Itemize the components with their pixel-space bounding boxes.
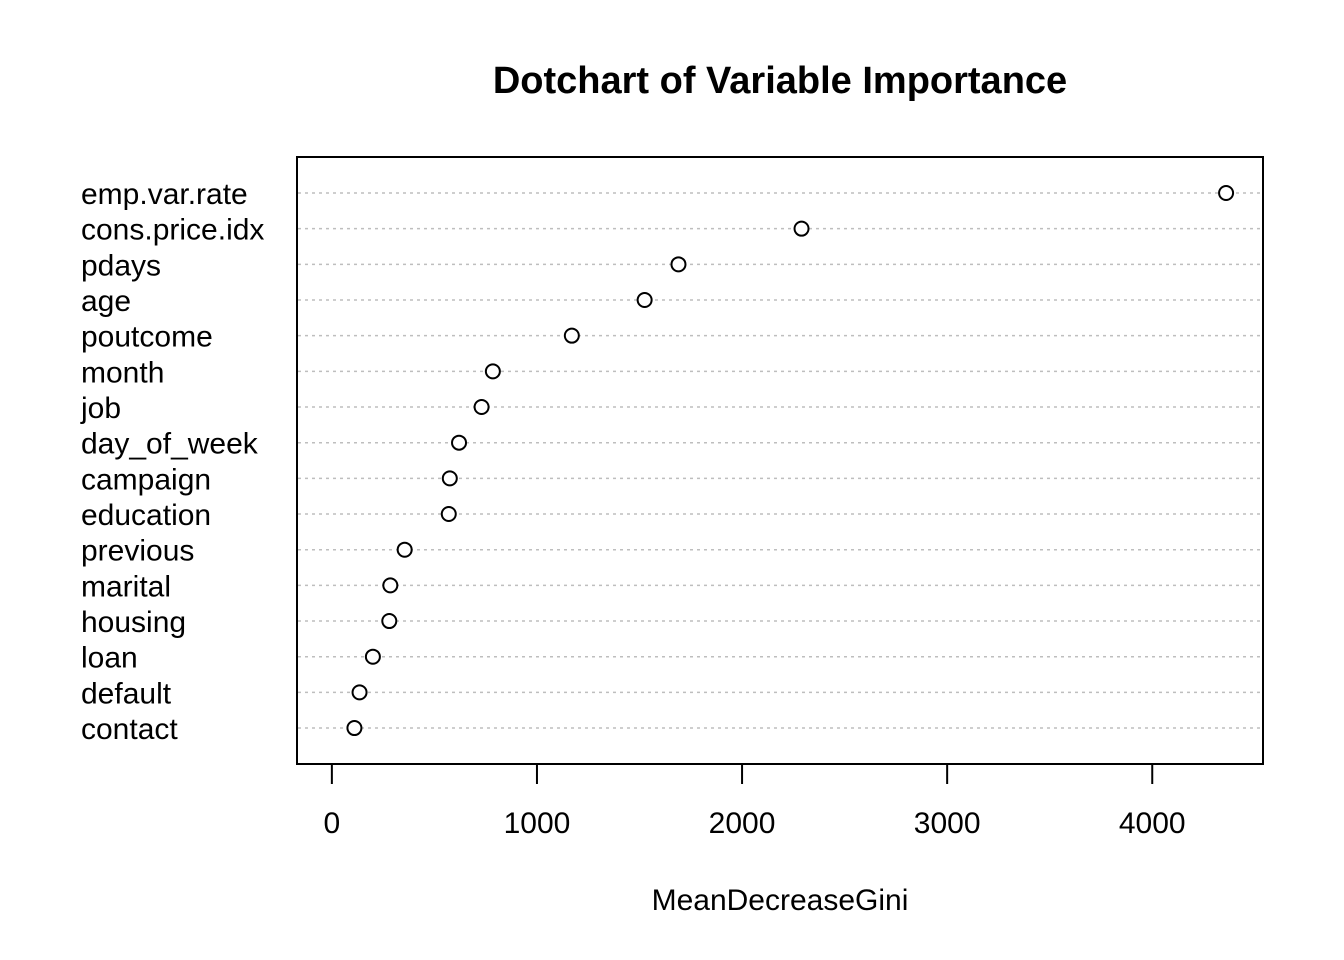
category-label-pdays: pdays xyxy=(81,249,161,282)
category-label-contact: contact xyxy=(81,713,178,746)
data-point-loan xyxy=(364,648,381,665)
data-point-previous xyxy=(396,541,413,558)
category-label-campaign: campaign xyxy=(81,463,211,496)
x-tick-label-2000: 2000 xyxy=(709,807,776,840)
data-point-day-of-week xyxy=(451,434,468,451)
data-points xyxy=(346,185,1235,737)
x-tick-label-4000: 4000 xyxy=(1119,807,1186,840)
data-point-default xyxy=(351,684,368,701)
data-point-job xyxy=(473,399,490,416)
category-label-housing: housing xyxy=(81,606,186,639)
category-label-month: month xyxy=(81,356,164,389)
category-label-loan: loan xyxy=(81,642,138,675)
category-label-default: default xyxy=(81,677,172,710)
data-point-contact xyxy=(346,720,363,737)
data-point-emp-var-rate xyxy=(1218,185,1235,201)
category-label-job: job xyxy=(80,392,121,425)
category-label-previous: previous xyxy=(81,535,194,568)
x-tick-label-0: 0 xyxy=(324,807,341,840)
category-label-day-of-week: day_of_week xyxy=(81,428,259,461)
category-label-emp-var-rate: emp.var.rate xyxy=(81,178,248,211)
category-label-poutcome: poutcome xyxy=(81,321,213,354)
chart-title: Dotchart of Variable Importance xyxy=(493,60,1067,102)
data-point-education xyxy=(440,506,457,523)
x-tick-label-1000: 1000 xyxy=(504,807,571,840)
category-label-marital: marital xyxy=(81,570,171,603)
x-axis-label: MeanDecreaseGini xyxy=(652,884,909,917)
x-axis: 0 1000 2000 3000 4000 xyxy=(324,763,1186,840)
data-point-month xyxy=(484,363,501,380)
data-point-cons-price-idx xyxy=(793,220,810,237)
data-point-poutcome xyxy=(563,327,580,344)
category-label-age: age xyxy=(81,285,131,318)
data-point-pdays xyxy=(670,256,687,273)
x-tick-label-3000: 3000 xyxy=(914,807,981,840)
data-point-marital xyxy=(382,577,399,594)
data-point-campaign xyxy=(441,470,458,487)
data-point-age xyxy=(636,292,653,309)
category-label-education: education xyxy=(81,499,211,532)
category-label-cons-price-idx: cons.price.idx xyxy=(81,214,264,247)
data-point-housing xyxy=(381,613,398,630)
category-labels: emp.var.ratecons.price.idxpdaysagepoutco… xyxy=(80,178,264,746)
